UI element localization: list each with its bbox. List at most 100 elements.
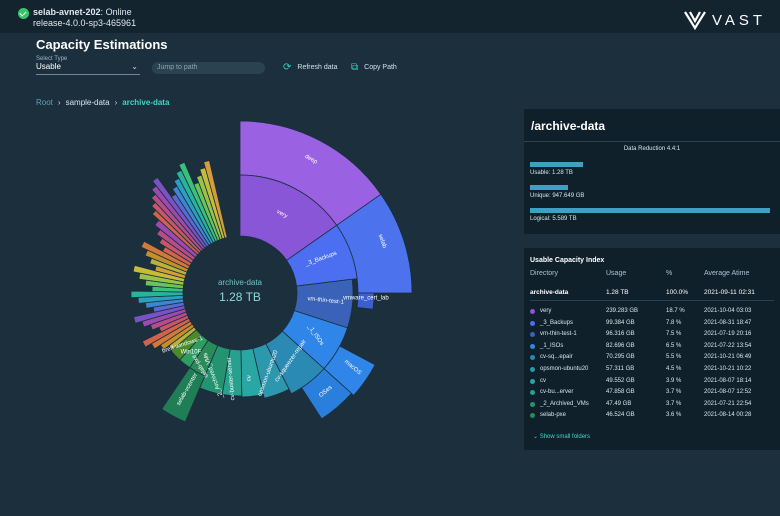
row-directory: opsmon-ubuntu20 [540,366,589,372]
row-directory: selab-pxe [540,412,567,419]
row-atime: 2021-07-21 22:54 [704,400,752,407]
table-row[interactable]: cv 49.552 GB 3.9 % 2021-08-07 18:14 [524,378,780,388]
sunburst-label: cv-buster-server [227,357,237,401]
row-directory: cv-bu...erver [540,389,574,396]
row-percent: 4.5 % [666,366,682,372]
row-usage: 46.524 GB [606,412,635,419]
dir-color-dot [530,343,535,349]
usable-capacity-index-panel: Usable Capacity Index Directory Usage % … [524,248,780,450]
row-directory: vm-thin-test-1 [540,331,577,338]
sunburst-segment-selab-vcenter[interactable] [161,367,206,423]
sunburst-center-value: 1.28 TB [219,290,261,304]
unique-bar [530,185,569,190]
sunburst-label: vmware_cert_lab [343,296,389,302]
row-directory: very [540,308,552,314]
top-bar: selab-avnet-202: Online release-4.0.0-sp… [0,0,780,33]
jump-to-path-input[interactable]: Jump to path [152,62,265,74]
breadcrumb-separator-icon: › [57,98,61,107]
online-check-icon [18,8,29,19]
row-percent: 18.7 % [666,308,685,314]
dir-color-dot [530,367,535,372]
table-row[interactable]: vm-thin-test-1 96.316 GB 7.5 % 2021-07-1… [524,331,780,341]
divider [530,300,774,301]
logical-label: Logical: 5.589 TB [530,216,577,222]
breadcrumb-archive-data: archive-data [122,98,170,107]
root-usage: 1.28 TB [606,289,629,296]
row-atime: 2021-10-04 03:03 [704,308,752,314]
cluster-status-text: Online [105,7,132,17]
row-atime: 2021-07-22 13:54 [704,342,752,349]
row-atime: 2021-08-31 18:47 [704,319,752,326]
sunburst-label: selab [377,234,388,250]
logical-bar [530,208,770,213]
dir-color-dot [530,332,535,338]
table-row[interactable]: _2_Archived_VMs 47.49 GB 3.7 % 2021-07-2… [524,401,780,411]
root-dir[interactable]: archive-data [530,289,569,296]
row-percent: 5.5 % [666,354,682,361]
copy-path-button[interactable]: ⧉ Copy Path [351,62,397,73]
table-row[interactable]: _1_ISOs 82.696 GB 6.5 % 2021-07-22 13:54 [524,343,780,353]
table-row[interactable]: selab-pxe 46.524 GB 3.6 % 2021-08-14 00:… [524,412,780,422]
usable-bar [530,162,583,167]
breadcrumb-sample-data[interactable]: sample-data [65,98,110,107]
data-reduction-label: Data Reduction 4.4:1 [623,146,681,152]
col-average-atime[interactable]: Average Atime [704,270,750,277]
row-atime: 2021-10-21 10:22 [704,366,752,372]
logo-text: VAST [712,11,767,29]
table-row[interactable]: _3_Backups 99.384 GB 7.8 % 2021-08-31 18… [524,320,780,330]
unique-label: Unique: 947.649 GB [530,193,585,199]
row-usage: 57.311 GB [606,366,635,372]
root-atime: 2021-09-11 02:31 [704,289,755,296]
table-row[interactable]: very 239.283 GB 18.7 % 2021-10-04 03:03 [524,308,780,318]
refresh-data-button[interactable]: ⟳ Refresh data [283,62,337,73]
vast-logo-icon [684,11,706,30]
row-directory: _2_Archived_VMs [540,400,589,407]
sunburst-segment-backups[interactable] [286,224,358,287]
row-percent: 3.7 % [666,400,682,407]
row-percent: 3.9 % [666,377,682,384]
summary-path-title: /archive-data [531,119,606,133]
sunburst-segment-vmware[interactable] [356,292,375,310]
dir-color-dot [530,401,535,407]
root-pct: 100.0% [666,289,689,296]
row-percent: 3.6 % [666,412,682,419]
row-usage: 96.316 GB [606,331,635,338]
row-usage: 99.384 GB [606,319,635,326]
row-usage: 47.49 GB [606,400,632,407]
dir-color-dot [530,413,535,419]
row-usage: 49.552 GB [606,377,635,384]
page-title: Capacity Estimations [36,37,168,52]
row-usage: 82.696 GB [606,342,635,349]
usable-label: Usable: 1.28 TB [530,170,573,176]
breadcrumb: Root › sample-data › archive-data [36,98,169,107]
col-percent[interactable]: % [666,270,673,277]
table-row[interactable]: opsmon-ubuntu20 57.311 GB 4.5 % 2021-10-… [524,366,780,376]
breadcrumb-separator-icon: › [114,98,118,107]
col-directory[interactable]: Directory [530,270,559,277]
capacity-index-title: Usable Capacity Index [530,257,605,264]
row-atime: 2021-08-14 00:28 [704,412,752,419]
table-row[interactable]: cv-bu...erver 47.858 GB 3.7 % 2021-08-07… [524,389,780,399]
copy-path-label: Copy Path [364,64,397,71]
sunburst-small-folder[interactable] [203,160,228,239]
select-type-dropdown[interactable]: Usable ⌄ [36,62,140,75]
row-usage: 70.295 GB [606,354,635,361]
dir-color-dot [530,309,535,314]
show-small-folders-link[interactable]: ⌄ Show small folders [533,434,591,440]
breadcrumb-root[interactable]: Root [36,98,53,107]
table-row[interactable]: cv-sq...epair 70.295 GB 5.5 % 2021-10-21… [524,354,780,364]
sunburst-center-label: archive-data [218,278,263,287]
chevron-down-icon: ⌄ [131,62,138,71]
refresh-data-label: Refresh data [297,64,338,71]
release-version: release-4.0.0-sp3-465961 [33,18,137,28]
dir-color-dot [530,355,535,361]
row-directory: _3_Backups [540,319,574,326]
col-usage[interactable]: Usage [606,270,627,277]
dir-color-dot [530,320,535,326]
select-type-value: Usable [36,62,61,71]
divider [524,141,780,142]
vast-logo: VAST [684,10,766,30]
row-directory: cv-sq...epair [540,354,573,361]
row-percent: 6.5 % [666,342,682,349]
sunburst-label: cv [246,375,253,382]
